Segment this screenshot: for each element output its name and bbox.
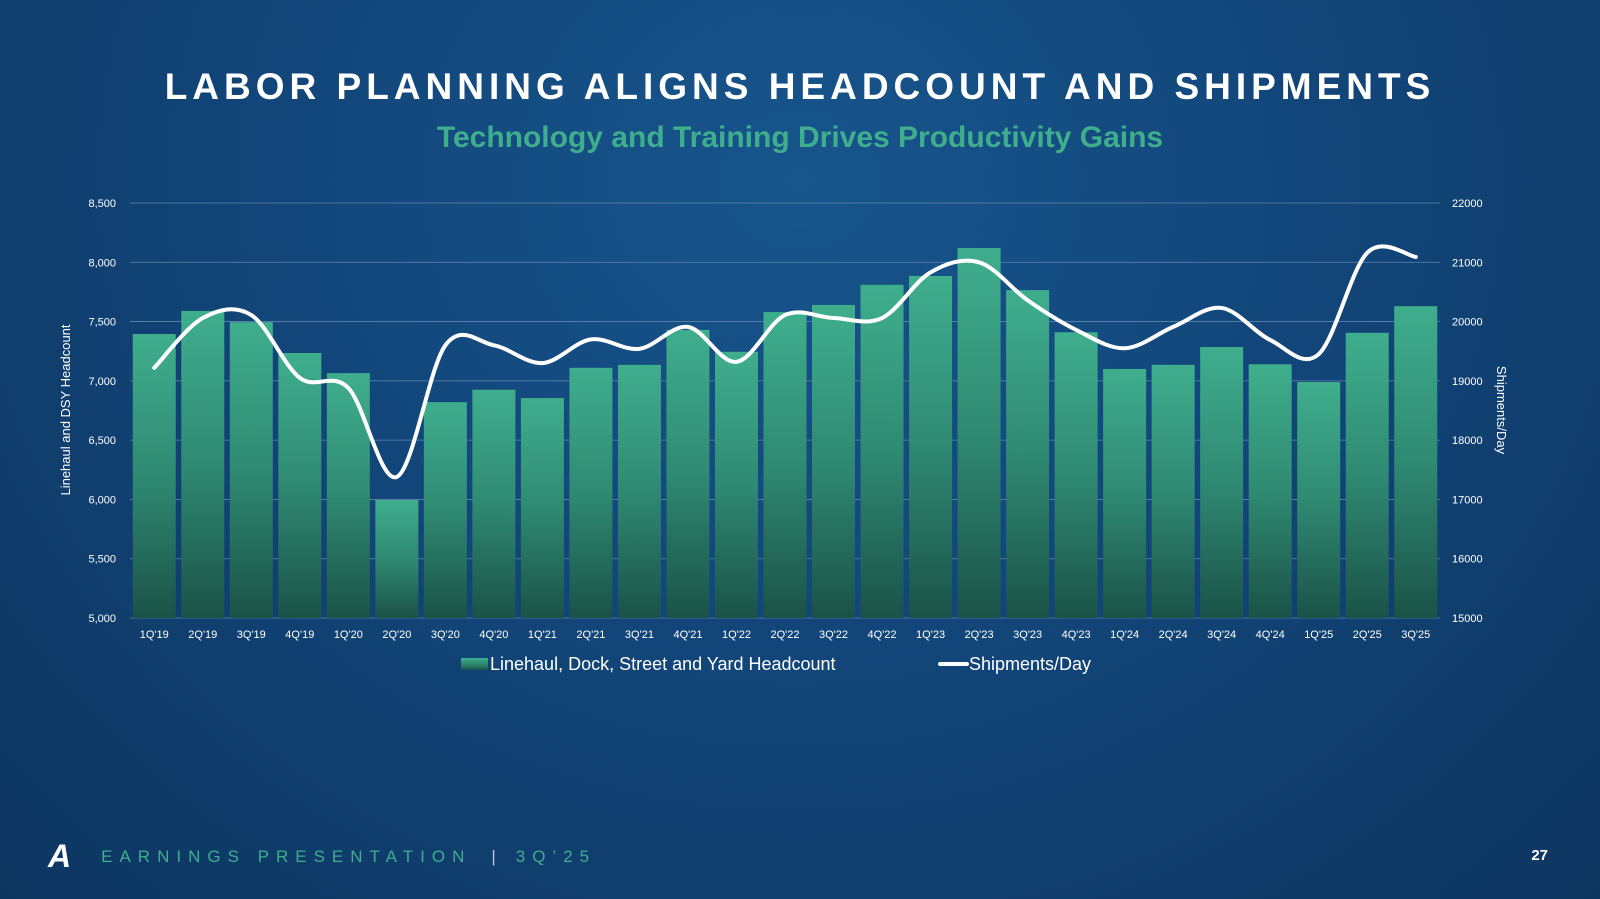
x-tick-label: 3Q'21 — [625, 629, 654, 641]
headcount-bar — [375, 500, 419, 618]
footer-period: 3Q’25 — [515, 846, 597, 866]
y2-tick-label: 22000 — [1452, 198, 1483, 210]
headcount-bar — [1006, 290, 1050, 618]
x-tick-label: 3Q'20 — [431, 629, 460, 641]
headcount-bar — [132, 334, 176, 618]
x-tick-label: 1Q'22 — [722, 629, 751, 641]
y2-tick-label: 16000 — [1452, 554, 1483, 566]
y2-tick-label: 20000 — [1452, 317, 1483, 329]
y-tick-label: 8,000 — [88, 257, 116, 269]
x-tick-label: 2Q'23 — [965, 629, 994, 641]
legend-bar-swatch — [461, 658, 488, 670]
headcount-bar — [472, 389, 516, 618]
x-tick-label: 2Q'24 — [1159, 629, 1188, 641]
headcount-bar — [1297, 382, 1341, 618]
x-tick-label: 3Q'22 — [819, 629, 848, 641]
y2-tick-label: 18000 — [1452, 435, 1483, 447]
headcount-bar — [617, 364, 661, 618]
x-tick-label: 4Q'23 — [1062, 629, 1091, 641]
y2-tick-label: 15000 — [1452, 613, 1483, 625]
legend-bar-label: Linehaul, Dock, Street and Yard Headcoun… — [490, 654, 836, 674]
headcount-bar — [1200, 347, 1244, 618]
page-subtitle: Technology and Training Drives Productiv… — [436, 121, 1164, 154]
x-tick-label: 4Q'20 — [479, 629, 508, 641]
x-tick-label: 1Q'23 — [916, 629, 945, 641]
x-tick-label: 1Q'20 — [334, 629, 363, 641]
y2-axis-label: Shipments/Day — [1494, 366, 1509, 455]
legend-line-label: Shipments/Day — [969, 654, 1091, 674]
x-tick-label: 1Q'21 — [528, 629, 557, 641]
headcount-bar — [860, 284, 904, 618]
headcount-bar — [714, 351, 758, 618]
headcount-bar — [569, 367, 613, 618]
headcount-bar — [181, 310, 225, 618]
y-tick-label: 6,000 — [88, 494, 116, 506]
x-tick-label: 1Q'25 — [1304, 629, 1333, 641]
headcount-bar — [326, 373, 370, 618]
x-tick-label: 2Q'19 — [188, 629, 217, 641]
y-tick-label: 7,000 — [88, 376, 116, 388]
y-tick-label: 5,000 — [88, 613, 116, 625]
company-logo: A — [48, 838, 72, 874]
shipments-line — [152, 244, 1418, 479]
y-tick-label: 5,500 — [88, 554, 116, 566]
x-tick-label: 1Q'19 — [140, 629, 169, 641]
x-tick-label: 4Q'24 — [1256, 629, 1285, 641]
headcount-bar — [1151, 364, 1195, 618]
x-tick-label: 4Q'21 — [673, 629, 702, 641]
y-axis-label: Linehaul and DSY Headcount — [58, 324, 73, 495]
x-tick-label: 2Q'25 — [1353, 629, 1382, 641]
headcount-bar — [1394, 306, 1438, 618]
y2-tick-label: 17000 — [1452, 494, 1483, 506]
x-tick-label: 3Q'24 — [1207, 629, 1236, 641]
x-tick-label: 2Q'22 — [770, 629, 799, 641]
page-title: LABOR PLANNING ALIGNS HEADCOUNT AND SHIP… — [164, 66, 1436, 107]
x-tick-label: 1Q'24 — [1110, 629, 1139, 641]
headcount-bar — [957, 248, 1001, 619]
page-number: 27 — [1531, 847, 1548, 864]
x-tick-label: 3Q'25 — [1401, 629, 1430, 641]
y2-tick-label: 21000 — [1452, 257, 1483, 269]
y-tick-label: 6,500 — [88, 435, 116, 447]
y-tick-label: 7,500 — [88, 317, 116, 329]
headcount-bar — [812, 304, 856, 618]
y-tick-label: 8,500 — [88, 198, 116, 210]
footer-separator: | — [491, 846, 496, 866]
headcount-bar — [1345, 332, 1389, 618]
headcount-bar — [520, 398, 564, 618]
x-tick-label: 2Q'21 — [576, 629, 605, 641]
x-tick-label: 2Q'20 — [382, 629, 411, 641]
footer: A EARNINGS PRESENTATION | 3Q’25 — [48, 838, 596, 875]
x-tick-label: 4Q'22 — [868, 629, 897, 641]
headcount-bar — [278, 352, 322, 618]
headcount-bar — [229, 322, 273, 618]
headcount-bar — [1054, 332, 1098, 618]
y2-tick-label: 19000 — [1452, 376, 1483, 388]
headcount-bar — [666, 329, 710, 618]
footer-label: EARNINGS PRESENTATION — [101, 846, 472, 866]
headcount-bar — [763, 312, 807, 618]
x-tick-label: 4Q'19 — [285, 629, 314, 641]
x-tick-label: 3Q'23 — [1013, 629, 1042, 641]
headcount-bar — [1103, 369, 1147, 618]
headcount-bar — [1248, 364, 1292, 618]
x-tick-label: 3Q'19 — [237, 629, 266, 641]
headcount-bar — [423, 402, 467, 618]
headcount-bar — [909, 275, 953, 618]
